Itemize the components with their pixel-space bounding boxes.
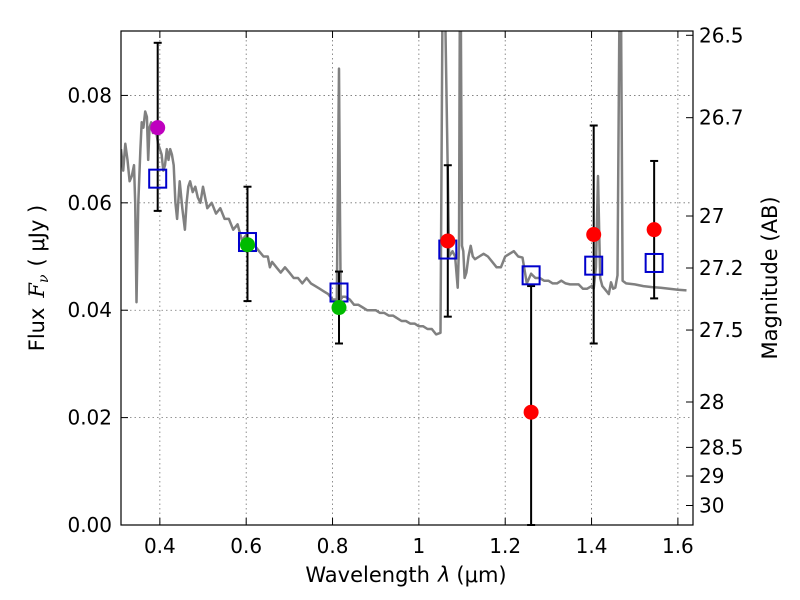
y-tick-label: 0.06 bbox=[67, 191, 112, 215]
x-tick-label: 1.4 bbox=[576, 534, 608, 558]
y2-axis-label: Magnitude (AB) bbox=[758, 196, 782, 359]
data-points bbox=[148, 41, 664, 526]
x-axis-label: Wavelength λ (μm) bbox=[305, 563, 506, 587]
observed-flux-point bbox=[440, 233, 456, 249]
y-tick-label: 0.00 bbox=[67, 513, 112, 537]
x-tick-label: 1 bbox=[413, 534, 426, 558]
y-axis-unit: ( μJy ) bbox=[25, 205, 49, 267]
x-tick-label: 1.6 bbox=[662, 534, 694, 558]
observed-flux-point bbox=[646, 222, 662, 238]
x-tick-label: 0.8 bbox=[317, 534, 349, 558]
model-photometry-square bbox=[521, 265, 541, 286]
y2-tick-label: 28.5 bbox=[699, 435, 744, 459]
y2-tick-label: 26.5 bbox=[699, 23, 744, 47]
y-axis-symbol-sub: ν bbox=[36, 274, 52, 283]
y2-tick-label: 27.2 bbox=[699, 256, 744, 280]
model-spectrum-line bbox=[121, 31, 687, 336]
model-photometry-square bbox=[584, 255, 604, 276]
x-tick-label: 0.4 bbox=[144, 534, 176, 558]
y2-tick-label: 29 bbox=[699, 464, 724, 488]
x-axis-label-text: Wavelength bbox=[305, 563, 430, 587]
observed-flux-point bbox=[331, 300, 347, 316]
x-axis-unit: (μm) bbox=[456, 563, 506, 587]
y-tick-label: 0.02 bbox=[67, 406, 112, 430]
x-axis-symbol: λ bbox=[437, 563, 450, 587]
x-tick-label: 0.6 bbox=[230, 534, 262, 558]
y2-tick-label: 27.5 bbox=[699, 318, 744, 342]
y-axis-label: Flux Fν ( μJy ) bbox=[25, 205, 52, 351]
y2-tick-label: 30 bbox=[699, 494, 724, 518]
model-photometry-square bbox=[148, 168, 168, 189]
x-tick-label: 1.2 bbox=[489, 534, 521, 558]
grid-lines bbox=[121, 31, 693, 526]
y2-tick-label: 26.7 bbox=[699, 106, 744, 130]
axis-ticks: 0.4 0.6 0.8 1 1.2 1.4 1.6 0.00 0.02 0.04 0.06 0.08 2… bbox=[67, 23, 743, 558]
y-tick-label: 0.04 bbox=[67, 298, 112, 322]
y-axis-label-text: Flux bbox=[25, 308, 49, 352]
observed-flux-point bbox=[523, 404, 539, 420]
y2-tick-label: 27 bbox=[699, 204, 724, 228]
y-axis-symbol: F bbox=[25, 282, 49, 299]
model-photometry-square bbox=[644, 252, 664, 273]
observed-flux-point bbox=[150, 120, 166, 136]
y-tick-label: 0.08 bbox=[67, 83, 112, 107]
y2-tick-label: 28 bbox=[699, 390, 724, 414]
observed-flux-point bbox=[239, 237, 255, 253]
observed-flux-point bbox=[586, 227, 602, 243]
plot-frame bbox=[120, 30, 694, 526]
